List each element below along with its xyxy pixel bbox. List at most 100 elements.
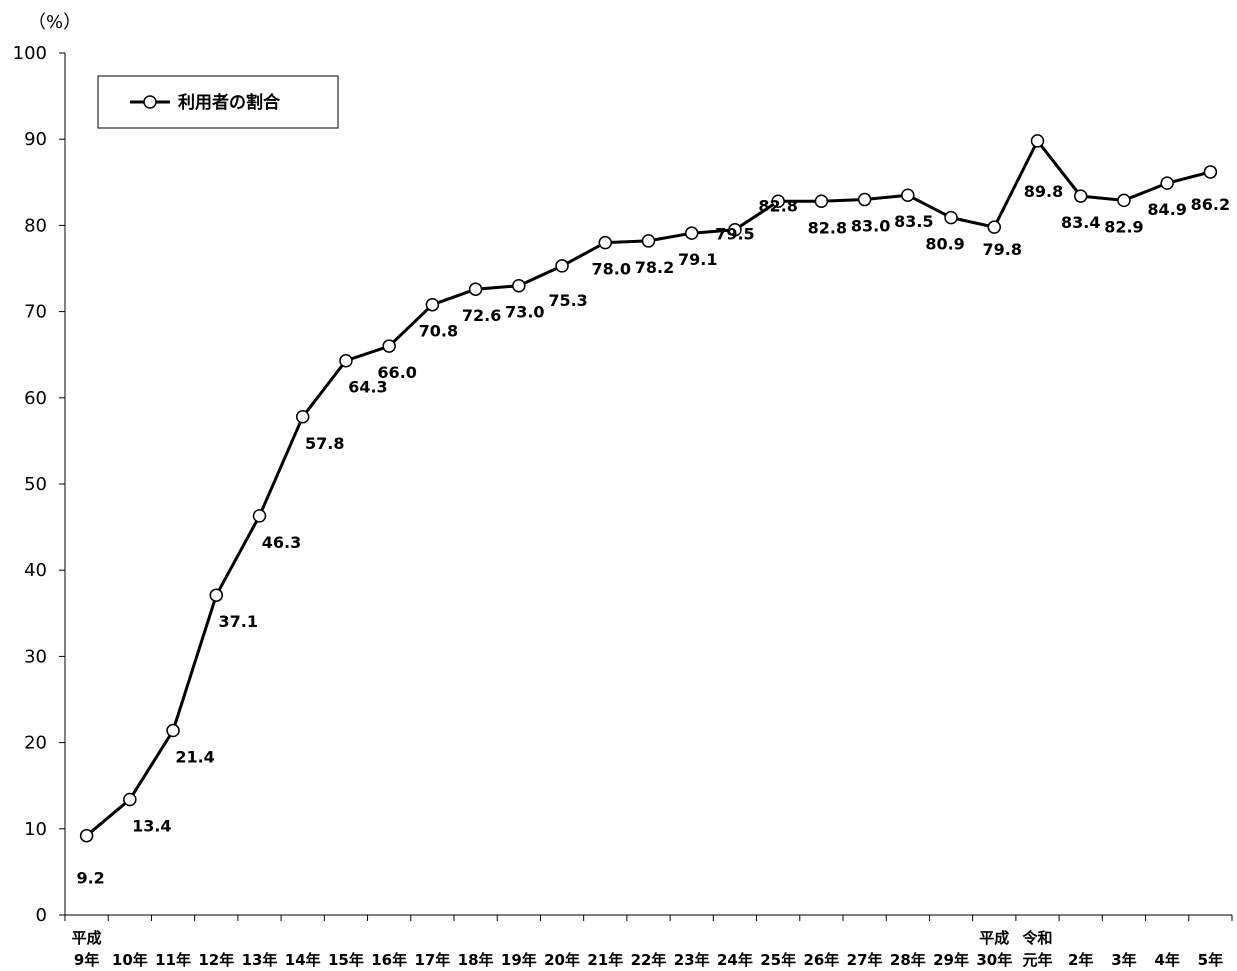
x-tick-label: 5年 xyxy=(1198,951,1223,969)
legend-label: 利用者の割合 xyxy=(178,92,281,113)
data-label: 72.6 xyxy=(462,306,501,325)
x-tick-label: 10年 xyxy=(112,951,148,969)
legend-marker-swatch xyxy=(143,95,157,109)
data-point xyxy=(512,278,526,293)
x-tick-label: 25年 xyxy=(760,951,796,969)
x-tick-label: 22年 xyxy=(631,951,667,969)
data-label: 79.5 xyxy=(715,225,754,244)
data-label: 75.3 xyxy=(548,291,587,310)
data-point xyxy=(209,588,224,602)
x-tick-label: 9年 xyxy=(74,951,99,969)
data-label: 78.2 xyxy=(635,258,674,277)
data-point xyxy=(1160,176,1174,190)
data-point xyxy=(684,226,699,240)
data-point xyxy=(598,235,613,250)
data-point xyxy=(1030,134,1045,148)
data-label: 64.3 xyxy=(348,378,387,397)
data-label: 82.8 xyxy=(758,196,797,215)
data-point xyxy=(339,353,353,368)
y-tick-label: 100 xyxy=(13,43,47,64)
y-tick-label: 10 xyxy=(24,819,47,840)
data-label: 83.5 xyxy=(894,212,933,231)
data-label: 82.8 xyxy=(808,218,847,237)
data-point xyxy=(555,259,569,273)
data-point xyxy=(1073,189,1088,203)
data-label: 21.4 xyxy=(175,748,214,767)
era-label: 令和 xyxy=(1022,929,1052,947)
data-point xyxy=(1203,165,1218,179)
data-point xyxy=(901,188,915,202)
x-tick-label: 21年 xyxy=(587,951,623,969)
x-tick-label: 26年 xyxy=(803,951,839,969)
x-tick-label: 20年 xyxy=(544,951,580,969)
x-tick-label: 27年 xyxy=(847,951,883,969)
x-tick-label: 19年 xyxy=(501,951,537,969)
y-tick-label: 60 xyxy=(24,388,47,409)
data-label: 9.2 xyxy=(76,869,104,888)
era-label: 平成 xyxy=(979,929,1009,947)
x-tick-label: 17年 xyxy=(414,951,450,969)
data-point xyxy=(987,220,1002,234)
y-tick-label: 40 xyxy=(24,560,47,581)
x-tick-label: 18年 xyxy=(458,951,494,969)
data-label: 79.1 xyxy=(678,250,717,269)
y-axis-ticks: 0 10 20 30 40 50 60 70 80 90 100 xyxy=(13,43,65,926)
data-point xyxy=(123,792,137,807)
data-point xyxy=(1117,193,1131,208)
y-tick-label: 20 xyxy=(24,733,47,754)
x-tick-label: 12年 xyxy=(198,951,234,969)
y-tick-label: 80 xyxy=(24,215,47,236)
data-label: 79.8 xyxy=(983,240,1022,259)
data-point xyxy=(468,282,483,296)
data-labels: 9.213.421.437.146.357.864.366.070.872.6 7… xyxy=(76,182,1230,888)
data-label: 82.9 xyxy=(1104,217,1143,236)
x-tick-label: 16年 xyxy=(371,951,407,969)
legend: 利用者の割合 xyxy=(97,75,339,129)
y-tick-label: 70 xyxy=(24,302,47,323)
data-point xyxy=(382,339,396,353)
data-label: 73.0 xyxy=(505,303,544,322)
x-tick-label: 11年 xyxy=(155,951,191,969)
data-label: 83.4 xyxy=(1061,213,1100,232)
data-label: 84.9 xyxy=(1147,200,1186,219)
data-point xyxy=(166,723,180,738)
y-tick-label: 30 xyxy=(24,646,47,667)
data-point xyxy=(79,828,94,843)
x-tick-label: 元年 xyxy=(1022,951,1052,969)
x-tick-label: 23年 xyxy=(674,951,710,969)
data-point xyxy=(641,234,656,248)
data-point xyxy=(295,410,310,424)
x-tick-label: 15年 xyxy=(328,951,364,969)
data-point xyxy=(252,509,267,523)
data-label: 70.8 xyxy=(419,322,458,341)
data-point xyxy=(771,194,785,209)
y-tick-label: 50 xyxy=(24,474,47,495)
data-point xyxy=(728,222,742,237)
x-tick-label: 2年 xyxy=(1068,951,1093,969)
data-label: 37.1 xyxy=(219,612,258,631)
data-label: 80.9 xyxy=(925,235,964,254)
data-label: 13.4 xyxy=(132,816,171,835)
x-tick-label: 29年 xyxy=(933,951,969,969)
x-tick-label: 13年 xyxy=(242,951,278,969)
x-tick-label: 14年 xyxy=(285,951,321,969)
x-tick-label: 24年 xyxy=(717,951,753,969)
data-label: 66.0 xyxy=(377,363,416,382)
data-point xyxy=(425,297,440,312)
x-tick-label: 30年 xyxy=(976,951,1012,969)
data-label: 89.8 xyxy=(1024,182,1063,201)
y-tick-label: 0 xyxy=(36,905,47,926)
data-label: 83.0 xyxy=(851,217,890,236)
data-label: 57.8 xyxy=(305,434,344,453)
x-tick-label: 3年 xyxy=(1111,951,1136,969)
y-axis-unit: （%） xyxy=(28,12,81,33)
data-label: 46.3 xyxy=(262,533,301,552)
era-label: 平成 xyxy=(72,929,102,947)
x-tick-label: 28年 xyxy=(890,951,926,969)
data-label: 86.2 xyxy=(1191,195,1230,214)
series-markers xyxy=(79,134,1218,843)
y-tick-label: 90 xyxy=(24,129,47,150)
data-point xyxy=(814,194,829,209)
data-point xyxy=(857,192,872,207)
